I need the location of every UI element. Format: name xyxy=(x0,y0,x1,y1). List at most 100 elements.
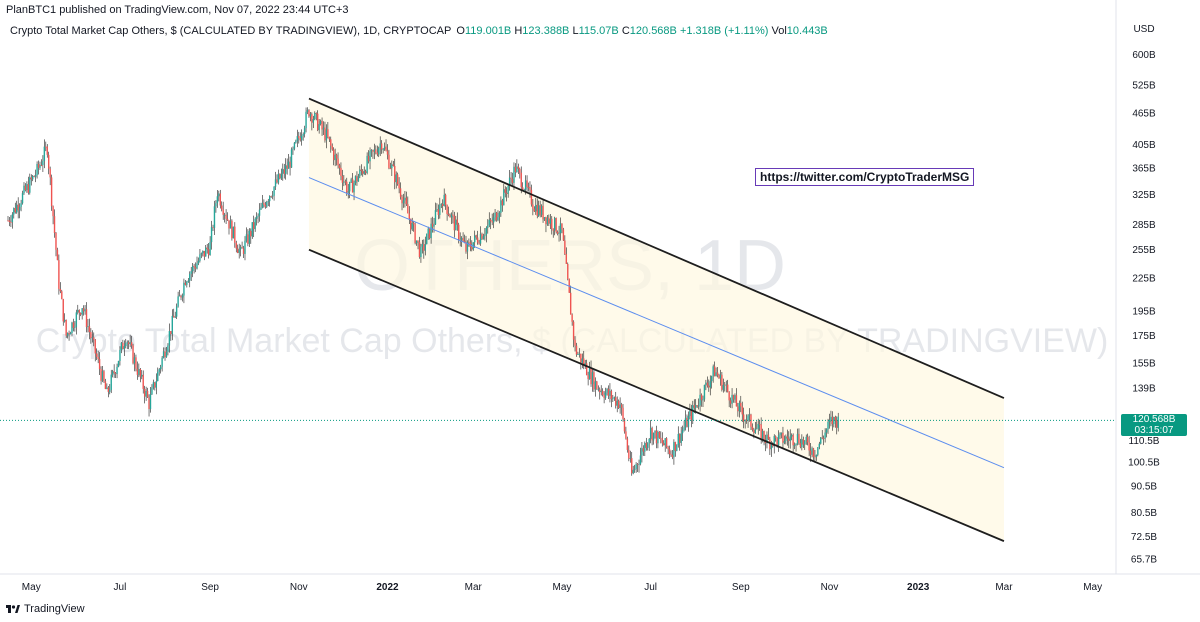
candle-body xyxy=(364,171,367,173)
candle-body xyxy=(347,191,349,193)
candle-body xyxy=(58,260,60,289)
x-tick-label[interactable]: Nov xyxy=(821,582,839,593)
candle-body xyxy=(442,203,444,206)
time-axis[interactable]: May Jul Sep Nov 2022 Mar May Jul Sep Nov 2023 Mar Ma… xyxy=(0,0,1200,593)
channel-lower-line[interactable] xyxy=(308,248,1005,542)
candle-body xyxy=(135,357,137,369)
candle-body xyxy=(157,371,159,382)
candle-body xyxy=(536,204,538,216)
x-tick-label[interactable]: Jul xyxy=(114,582,127,593)
x-tick-label[interactable]: 2023 xyxy=(907,582,930,593)
twitter-link-annotation[interactable]: https://twitter.com/CryptoTraderMSG xyxy=(755,168,975,186)
y-tick-label[interactable]: 175B xyxy=(1132,331,1156,342)
candle-body xyxy=(548,217,550,224)
candle-body xyxy=(357,176,360,182)
y-tick-label[interactable]: 285B xyxy=(1132,220,1156,231)
x-tick-label[interactable]: Mar xyxy=(465,582,483,593)
candle-body xyxy=(507,185,509,194)
candle-body xyxy=(508,177,511,186)
candle-body xyxy=(202,250,204,254)
y-tick-label[interactable]: 80.5B xyxy=(1131,508,1157,519)
candle-body xyxy=(427,228,429,234)
x-tick-label[interactable]: Mar xyxy=(995,582,1013,593)
x-tick-label[interactable]: Sep xyxy=(732,582,750,593)
x-tick-label[interactable]: May xyxy=(1083,582,1102,593)
candle-body xyxy=(804,440,806,445)
candle-body xyxy=(111,371,114,375)
candle-body xyxy=(273,186,275,196)
candle-body xyxy=(302,134,304,136)
candle-body xyxy=(241,247,243,249)
candle-body xyxy=(756,428,758,430)
x-tick-label[interactable]: Sep xyxy=(201,582,219,593)
candle-body xyxy=(705,382,707,385)
candle-body xyxy=(232,226,235,239)
candle-body xyxy=(635,464,637,470)
candle-body xyxy=(628,449,630,459)
candle-body xyxy=(702,399,704,401)
tradingview-footer[interactable]: TradingView xyxy=(6,603,85,615)
candle-body xyxy=(834,416,836,421)
candle-body xyxy=(526,180,528,187)
candle-body xyxy=(363,171,365,174)
y-tick-label[interactable]: 225B xyxy=(1132,274,1156,285)
candle-body xyxy=(774,436,777,438)
y-tick-label[interactable]: 465B xyxy=(1132,108,1156,119)
candle-body xyxy=(766,434,768,444)
y-tick-label[interactable]: 365B xyxy=(1132,163,1156,174)
y-tick-label[interactable]: 325B xyxy=(1132,190,1156,201)
candle-body xyxy=(716,372,719,376)
candle-body xyxy=(87,326,89,328)
y-tick-label[interactable]: 255B xyxy=(1132,245,1156,256)
x-tick-label[interactable]: May xyxy=(22,582,41,593)
y-tick-label[interactable]: 155B xyxy=(1132,359,1156,370)
candle-body xyxy=(822,438,825,439)
candle-body xyxy=(48,154,50,169)
channel-upper-line[interactable] xyxy=(308,97,1005,399)
candle-body xyxy=(597,389,600,391)
candle-body xyxy=(748,414,751,416)
y-tick-label[interactable]: 65.7B xyxy=(1131,554,1157,565)
y-tick-label[interactable]: 100.5B xyxy=(1128,457,1160,468)
candle-body xyxy=(405,197,408,205)
x-tick-label[interactable]: Nov xyxy=(290,582,308,593)
candle-body xyxy=(251,222,253,237)
candle-body xyxy=(713,366,716,377)
price-axis[interactable]: USD 600B 525B 465B 405B 365B 325B 285B 255B 225B 1… xyxy=(1128,24,1160,565)
candle-body xyxy=(575,345,578,355)
x-tick-label[interactable]: 2022 xyxy=(376,582,399,593)
y-tick-label[interactable]: 72.5B xyxy=(1131,532,1157,543)
y-tick-label[interactable]: 195B xyxy=(1132,306,1156,317)
y-tick-label[interactable]: 525B xyxy=(1132,81,1156,92)
candle-body xyxy=(667,446,669,450)
channel-lines[interactable] xyxy=(308,97,1005,542)
y-tick-label[interactable]: 405B xyxy=(1132,140,1156,151)
candle-body xyxy=(463,240,466,243)
candle-body xyxy=(324,127,326,141)
candle-body xyxy=(580,353,582,363)
candle-body xyxy=(555,217,557,232)
candle-body xyxy=(219,193,221,206)
candle-body xyxy=(331,145,333,150)
y-tick-label[interactable]: 600B xyxy=(1132,50,1156,61)
candle-body xyxy=(155,381,158,388)
y-tick-label[interactable]: 139B xyxy=(1132,384,1156,395)
candle-body xyxy=(830,416,832,421)
legend-close-label: C xyxy=(621,25,630,37)
x-tick-label[interactable]: May xyxy=(553,582,572,593)
channel-middle-line[interactable] xyxy=(308,177,1005,469)
candle-body xyxy=(543,217,546,220)
y-tick-label[interactable]: 110.5B xyxy=(1129,436,1160,447)
candle-body xyxy=(264,204,267,207)
candle-body xyxy=(433,224,435,227)
candle-body xyxy=(786,436,789,439)
candle-body xyxy=(551,218,553,229)
candle-body xyxy=(190,271,192,274)
candle-body xyxy=(818,443,821,448)
candle-body xyxy=(639,455,642,465)
candle-body xyxy=(737,406,739,412)
x-tick-label[interactable]: Jul xyxy=(644,582,657,593)
y-tick-label[interactable]: 90.5B xyxy=(1131,481,1157,492)
candle-body xyxy=(623,418,626,432)
